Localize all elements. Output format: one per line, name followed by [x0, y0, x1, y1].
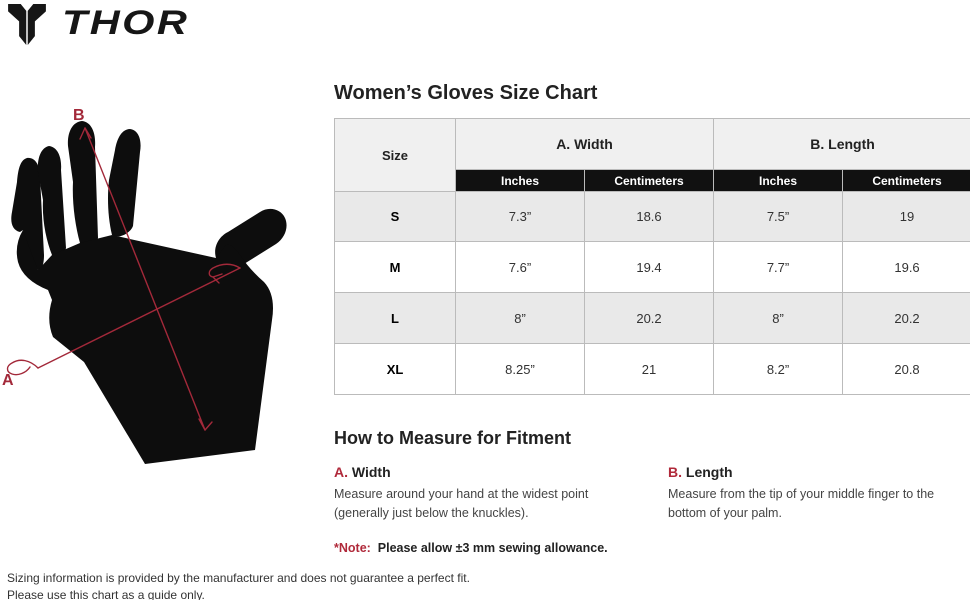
svg-text:B: B — [73, 107, 85, 124]
svg-text:A: A — [2, 372, 14, 389]
